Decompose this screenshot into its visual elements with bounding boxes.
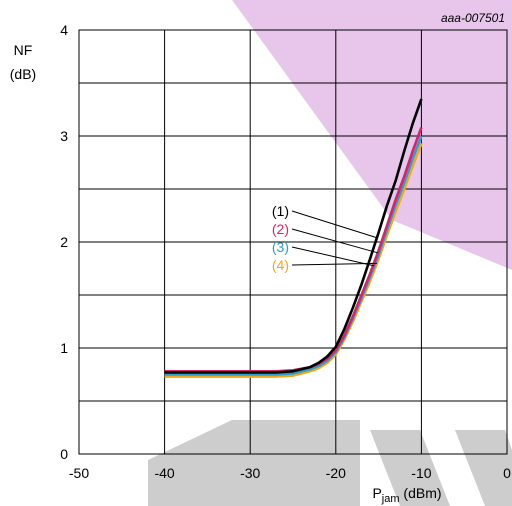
grid-lines xyxy=(78,29,508,455)
annotation-leader-line xyxy=(291,262,377,266)
y-tick-label: 2 xyxy=(60,234,68,250)
watermark-shape-gray-2 xyxy=(370,430,450,506)
y-axis-label-line1: NF xyxy=(14,42,33,58)
y-tick-label: 0 xyxy=(60,446,68,462)
series-annotation-label: (2) xyxy=(272,221,289,237)
series-annotation-label: (4) xyxy=(272,257,289,273)
series-line-1 xyxy=(164,98,423,374)
x-axis-label-sub: jam xyxy=(381,493,400,505)
x-axis-label-unit: (dBm) xyxy=(400,485,442,501)
y-tick-label: 4 xyxy=(60,22,68,38)
x-tick-label: -50 xyxy=(69,465,89,481)
y-tick-labels: 0 1 2 3 4 xyxy=(60,22,68,462)
series-annotation-label: (3) xyxy=(272,239,289,255)
x-tick-label: -20 xyxy=(326,465,346,481)
series-lines xyxy=(164,98,423,378)
y-tick-label: 1 xyxy=(60,340,68,356)
watermark-shape-gray xyxy=(148,420,360,506)
watermark-shape-gray-3 xyxy=(455,430,512,506)
x-tick-label: -40 xyxy=(154,465,174,481)
series-annotations: (1) (2) (3) (4) xyxy=(272,203,378,273)
y-axis-label-line2: (dB) xyxy=(10,66,36,82)
figure-id: aaa-007501 xyxy=(441,11,505,25)
series-annotation-label: (1) xyxy=(272,203,289,219)
y-tick-label: 3 xyxy=(60,128,68,144)
x-tick-label: 0 xyxy=(503,465,511,481)
watermark-shape-purple xyxy=(232,0,512,270)
x-tick-labels: -50 -40 -30 -20 -10 0 xyxy=(69,465,511,481)
annotation-leader-line xyxy=(291,210,378,239)
watermark-logo xyxy=(148,0,512,506)
annotation-leader-line xyxy=(291,228,378,254)
x-tick-label: -30 xyxy=(240,465,260,481)
x-tick-label: -10 xyxy=(411,465,431,481)
x-axis-label: Pjam (dBm) xyxy=(372,485,441,505)
x-axis-label-main: P xyxy=(372,485,381,501)
annotation-leader-line xyxy=(291,246,375,267)
